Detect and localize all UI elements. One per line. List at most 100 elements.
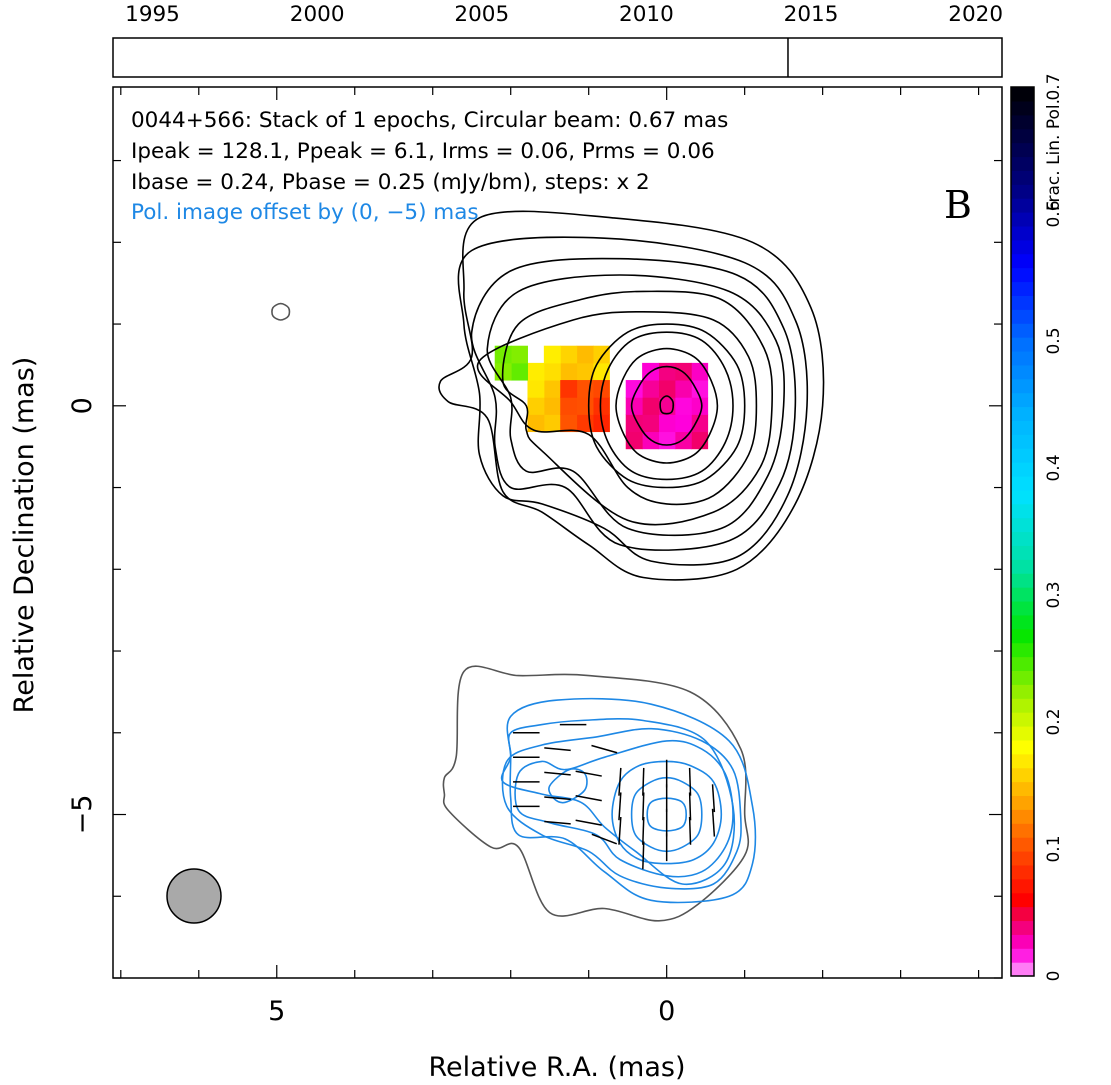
colorbar-cell: [1011, 156, 1034, 171]
fracpol-pixel: [674, 414, 692, 433]
fracpol-pixel: [658, 431, 676, 450]
colorbar-cell: [1011, 406, 1034, 421]
colorbar-cell: [1011, 323, 1034, 338]
evpa-vector: [618, 792, 622, 821]
evpa-vector: [544, 820, 571, 825]
colorbar-tick-label: 0.5: [1044, 327, 1064, 354]
evpa-vector: [618, 767, 622, 796]
colorbar-cell: [1011, 531, 1034, 546]
fracpol-pixel: [560, 345, 578, 364]
header-line-3: Ibase = 0.24, Pbase = 0.25 (mJy/bm), ste…: [131, 170, 650, 195]
timeline-year-label: 2015: [784, 2, 839, 27]
fracpol-pixel: [527, 362, 545, 381]
colorbar-cell: [1011, 434, 1034, 449]
stokes-i-contour: [501, 290, 774, 526]
colorbar-cell: [1011, 462, 1034, 477]
colorbar-cell: [1011, 628, 1034, 644]
axis-tick-labels: 5 0 0 −5: [67, 397, 675, 1027]
colorbar-cell: [1011, 350, 1034, 366]
evpa-vector: [711, 808, 716, 837]
colorbar-cell: [1011, 934, 1034, 949]
fracpol-pixel: [494, 345, 512, 364]
colorbar-cell: [1011, 267, 1034, 283]
colorbar-tick-label: 0: [1044, 971, 1064, 982]
evpa-vector: [575, 819, 602, 826]
x-tick-label: 0: [658, 996, 675, 1027]
colorbar-cell: [1011, 142, 1034, 158]
x-tick-label: 5: [268, 996, 285, 1027]
y-axis-label: Relative Declination (mas): [9, 357, 40, 714]
colorbar-cell: [1011, 864, 1034, 880]
x-axis-label: Relative R.A. (mas): [429, 1052, 686, 1083]
evpa-vector: [642, 816, 645, 845]
colorbar-cell: [1011, 114, 1034, 130]
colorbar-cell: [1011, 448, 1034, 463]
colorbar-tick-labels: 0 0.1 0.2 0.3 0.4 0.5 0.6 0.7: [1044, 73, 1064, 981]
colorbar-cell: [1011, 725, 1034, 741]
fracpol-pixel: [560, 362, 578, 381]
timeline-year-label: 2020: [948, 2, 1003, 27]
polarized-intensity-contour: [630, 776, 703, 853]
fracpol-pixel: [642, 380, 659, 398]
colorbar-tick-label: 0.7: [1044, 73, 1064, 100]
timeline-year-labels: 1995 2000 2005 2010 2015 2020: [125, 2, 1003, 27]
colorbar-cell: [1011, 948, 1034, 963]
colorbar-cell: [1011, 337, 1034, 352]
colorbar-gradient: [1011, 87, 1034, 977]
evpa-vector: [591, 833, 618, 845]
colorbar-cell: [1011, 364, 1034, 380]
fracpol-pixel: [642, 414, 659, 433]
y-tick-label: −5: [67, 795, 98, 835]
fracpol-pixel: [592, 397, 610, 415]
colorbar-cell: [1011, 642, 1034, 658]
colorbar-cell: [1011, 87, 1034, 102]
header-line-1: 0044+566: Stack of 1 epochs, Circular be…: [131, 108, 728, 133]
colorbar-cell: [1011, 253, 1034, 269]
evpa-vector: [575, 770, 602, 777]
colorbar-cell: [1011, 753, 1034, 769]
colorbar-cell: [1011, 392, 1034, 408]
polarized-intensity-contour: [611, 760, 723, 865]
colorbar-cell: [1011, 809, 1034, 824]
colorbar-cell: [1011, 600, 1034, 616]
colorbar-frame: [1010, 86, 1035, 977]
polarized-intensity-contour: [514, 739, 734, 878]
colorbar-cell: [1011, 795, 1034, 810]
colorbar-cell: [1011, 225, 1034, 241]
colorbar: 0 0.1 0.2 0.3 0.4 0.5 0.6 0.7 Frac. Lin. Pol.: [1010, 73, 1064, 981]
polarized-intensity-contour: [500, 718, 736, 886]
epoch-timeline: 1995 2000 2005 2010 2015 2020: [112, 2, 1003, 78]
colorbar-cell: [1011, 212, 1034, 227]
colorbar-cell: [1011, 573, 1034, 588]
fracpol-pixel: [658, 414, 676, 433]
colorbar-cell: [1011, 378, 1034, 394]
fracpol-pixel: [543, 345, 561, 364]
timeline-year-label: 2005: [454, 2, 509, 27]
colorbar-cell: [1011, 670, 1034, 685]
stokes-i-contour: [659, 395, 675, 415]
fracpol-pixel: [527, 380, 545, 398]
fracpol-pixel: [543, 414, 561, 433]
fracpol-pixel: [691, 380, 709, 398]
colorbar-cell: [1011, 420, 1034, 435]
stokes-i-contour: [630, 365, 703, 446]
fracpol-pixel: [511, 362, 528, 381]
fracpol-pixel: [674, 380, 692, 398]
fracpol-pixel: [543, 397, 561, 415]
colorbar-cell: [1011, 587, 1034, 602]
evpa-vector: [544, 796, 571, 801]
fracpol-pixel: [543, 362, 561, 381]
colorbar-cell: [1011, 517, 1034, 533]
fracpol-pixel: [560, 414, 578, 433]
offset-intensity-contour: [442, 665, 750, 922]
evpa-vector: [688, 767, 692, 796]
colorbar-cell: [1011, 489, 1034, 505]
evpa-vector: [618, 816, 622, 845]
evpa-vector: [642, 841, 645, 870]
colorbar-cell: [1011, 184, 1034, 199]
colorbar-cell: [1011, 698, 1034, 713]
colorbar-cell: [1011, 684, 1034, 699]
colorbar-cell: [1011, 823, 1034, 838]
stokes-i-contour: [470, 257, 797, 551]
